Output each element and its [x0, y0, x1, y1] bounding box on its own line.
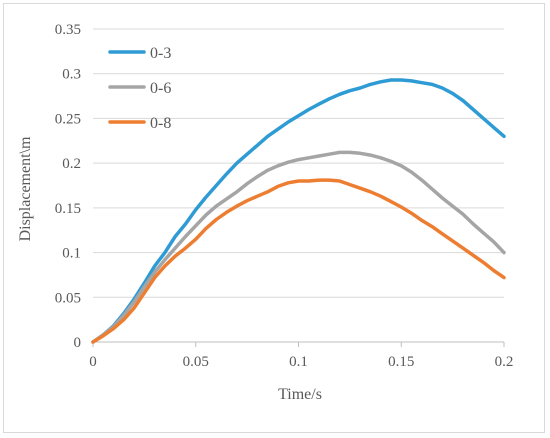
x-tick-labels: 0 0.05 0.1 0.15 0.2 — [89, 354, 513, 370]
x-tick-label: 0.1 — [289, 354, 308, 370]
legend-label: 0-8 — [150, 115, 171, 132]
series-line-0-3 — [91, 78, 506, 344]
axes — [92, 341, 505, 347]
y-tick-label: 0.05 — [55, 290, 81, 306]
x-tick-label: 0.2 — [495, 354, 514, 370]
x-tick-label: 0.15 — [388, 354, 414, 370]
series-line-0-6 — [91, 150, 506, 344]
series-line-0-8 — [91, 178, 506, 344]
y-tick-label: 0.1 — [62, 246, 81, 262]
legend: 0-3 0-6 0-8 — [108, 45, 171, 132]
y-tick-label: 0.2 — [62, 156, 81, 172]
y-tick-label: 0.25 — [55, 111, 81, 127]
y-tick-label: 0 — [74, 335, 82, 351]
chart-frame: 0 0.05 0.1 0.15 0.2 0.25 0.3 0.35 0 0.05 0.1 0.15 0… — [3, 3, 545, 433]
x-tick-label: 0 — [89, 354, 97, 370]
y-axis-title: Displacement\m — [17, 136, 34, 241]
legend-label: 0-3 — [150, 45, 171, 62]
x-tick-label: 0.05 — [183, 354, 209, 370]
x-axis-title: Time/s — [278, 386, 322, 403]
displacement-time-chart: 00.050.10.150.20.250.30.35 0 0.05 0.1 0.15 0… — [17, 22, 513, 403]
legend-label: 0-6 — [150, 80, 171, 97]
y-tick-label: 0.15 — [55, 201, 81, 217]
y-tick-label: 0.3 — [62, 67, 81, 83]
series-lines — [91, 78, 506, 344]
y-tick-labels: 0 0.05 0.1 0.15 0.2 0.25 0.3 0.35 — [55, 22, 81, 351]
y-tick-label: 0.35 — [55, 22, 81, 38]
gridlines — [93, 28, 504, 298]
